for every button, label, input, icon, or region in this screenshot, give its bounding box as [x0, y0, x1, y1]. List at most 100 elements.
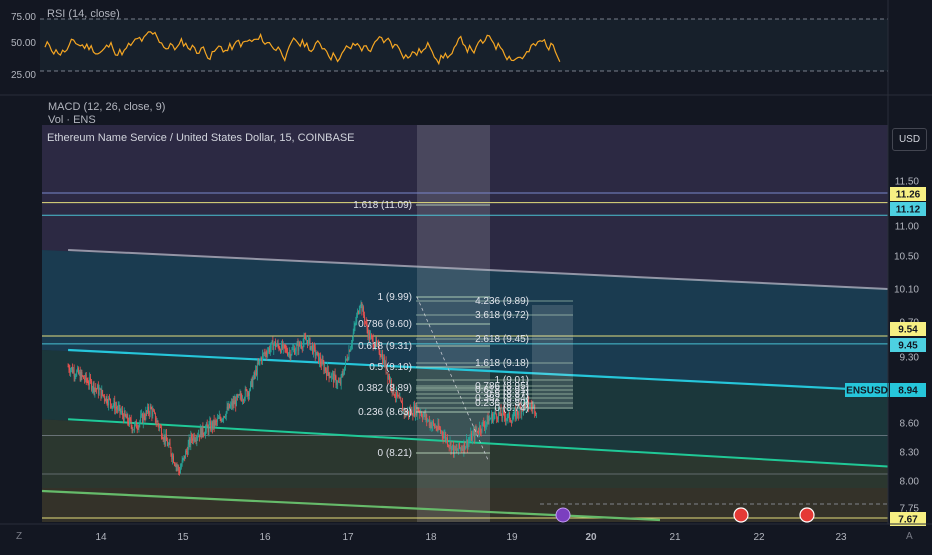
candle-body [501, 415, 503, 418]
candle-182 [224, 413, 226, 420]
candle-349 [369, 330, 371, 343]
candle-501 [500, 404, 502, 416]
candle-220 [257, 357, 259, 365]
price-tag-bg-5 [890, 512, 926, 526]
timezone-toggle[interactable]: Z [16, 531, 23, 542]
candle-body [500, 409, 502, 416]
candle-body [440, 431, 442, 433]
candle-body [434, 426, 436, 428]
candle-body [515, 410, 517, 419]
candle-body [389, 376, 390, 382]
candle-449 [455, 443, 457, 454]
candle-364 [382, 349, 384, 365]
candle-body [355, 321, 357, 324]
candle-body [437, 423, 439, 430]
candle-body [131, 425, 133, 431]
fib-extension-label-7: 0.5 (8.87) [486, 389, 529, 400]
candle-body [264, 352, 266, 355]
candle-229 [265, 348, 267, 358]
candle-body [173, 462, 175, 465]
candle-body [134, 424, 136, 430]
candle-350 [370, 330, 371, 340]
candle-body [189, 438, 191, 446]
candle-359 [377, 339, 379, 350]
candle-138 [186, 446, 188, 458]
candle-body [315, 355, 317, 356]
candle-462 [466, 439, 468, 454]
candle-200 [240, 390, 242, 402]
candle-175 [218, 410, 220, 419]
candle-body [273, 344, 275, 350]
candle-body [498, 411, 499, 420]
candle-body [215, 420, 217, 422]
candle-497 [497, 416, 498, 423]
candle-body [222, 419, 224, 421]
candle-293 [320, 358, 322, 370]
candle-body [465, 446, 466, 450]
candle-body [210, 421, 212, 431]
candle-body [95, 387, 97, 389]
candle-70 [128, 417, 129, 427]
rsi-tick-75: 75.00 [10, 12, 36, 23]
candle-287 [315, 350, 317, 359]
candle-body [339, 381, 340, 383]
candle-body [525, 401, 527, 408]
candle-435 [443, 429, 445, 439]
price-tag-5: 7.67 [898, 515, 918, 526]
candle-body [532, 406, 534, 409]
candle-body [113, 400, 115, 406]
candle-185 [227, 403, 229, 411]
price-tag-bg-2 [890, 322, 926, 336]
candle-430 [439, 425, 441, 430]
candle-body [413, 406, 415, 417]
candle-body [268, 348, 269, 352]
candle-body [490, 418, 492, 420]
candle-body [150, 406, 152, 409]
candle-524 [520, 406, 522, 419]
rsi-label[interactable]: RSI (14, close) [47, 8, 120, 20]
candle-body [530, 404, 531, 408]
candle-body [475, 428, 477, 432]
candle-511 [509, 411, 511, 423]
candle-39 [101, 385, 103, 399]
currency-button[interactable]: USD [892, 128, 927, 151]
candle-227 [263, 348, 265, 357]
candle-228 [264, 351, 266, 359]
auto-scale-toggle[interactable]: A [906, 531, 913, 542]
candle-72 [129, 416, 131, 422]
candle-body [225, 411, 227, 418]
fib-extension-label-9: 0.236 (8.80) [475, 398, 529, 409]
candle-246 [280, 348, 282, 354]
macd-label[interactable]: MACD (12, 26, close, 9) [48, 101, 166, 113]
candle-329 [351, 336, 353, 350]
candle-body [145, 410, 147, 419]
candle-318 [342, 368, 344, 378]
candle-body [172, 455, 174, 460]
candle-body [462, 448, 464, 452]
volume-label[interactable]: Vol · ENS [48, 114, 96, 123]
candle-body [447, 437, 448, 446]
candle-361 [379, 349, 381, 361]
candle-body [186, 451, 187, 452]
candle-197 [237, 394, 239, 399]
candle-body [456, 448, 458, 451]
candle-body [411, 409, 413, 416]
candle-body [370, 335, 371, 340]
candle-514 [511, 414, 513, 424]
candle-body [473, 430, 475, 439]
candle-body [160, 426, 161, 428]
candle-257 [289, 349, 291, 361]
candle-458 [463, 439, 465, 457]
candle-body [164, 434, 166, 443]
time-tick-8: 22 [753, 532, 765, 543]
candle-390 [404, 407, 406, 418]
candle-body [461, 448, 463, 450]
candle-body [90, 377, 91, 381]
candle-body [82, 375, 84, 377]
candle-53 [113, 397, 115, 408]
candle-body [316, 352, 318, 356]
candle-body [252, 378, 254, 387]
candle-body [199, 434, 200, 438]
candle-body [179, 470, 180, 474]
